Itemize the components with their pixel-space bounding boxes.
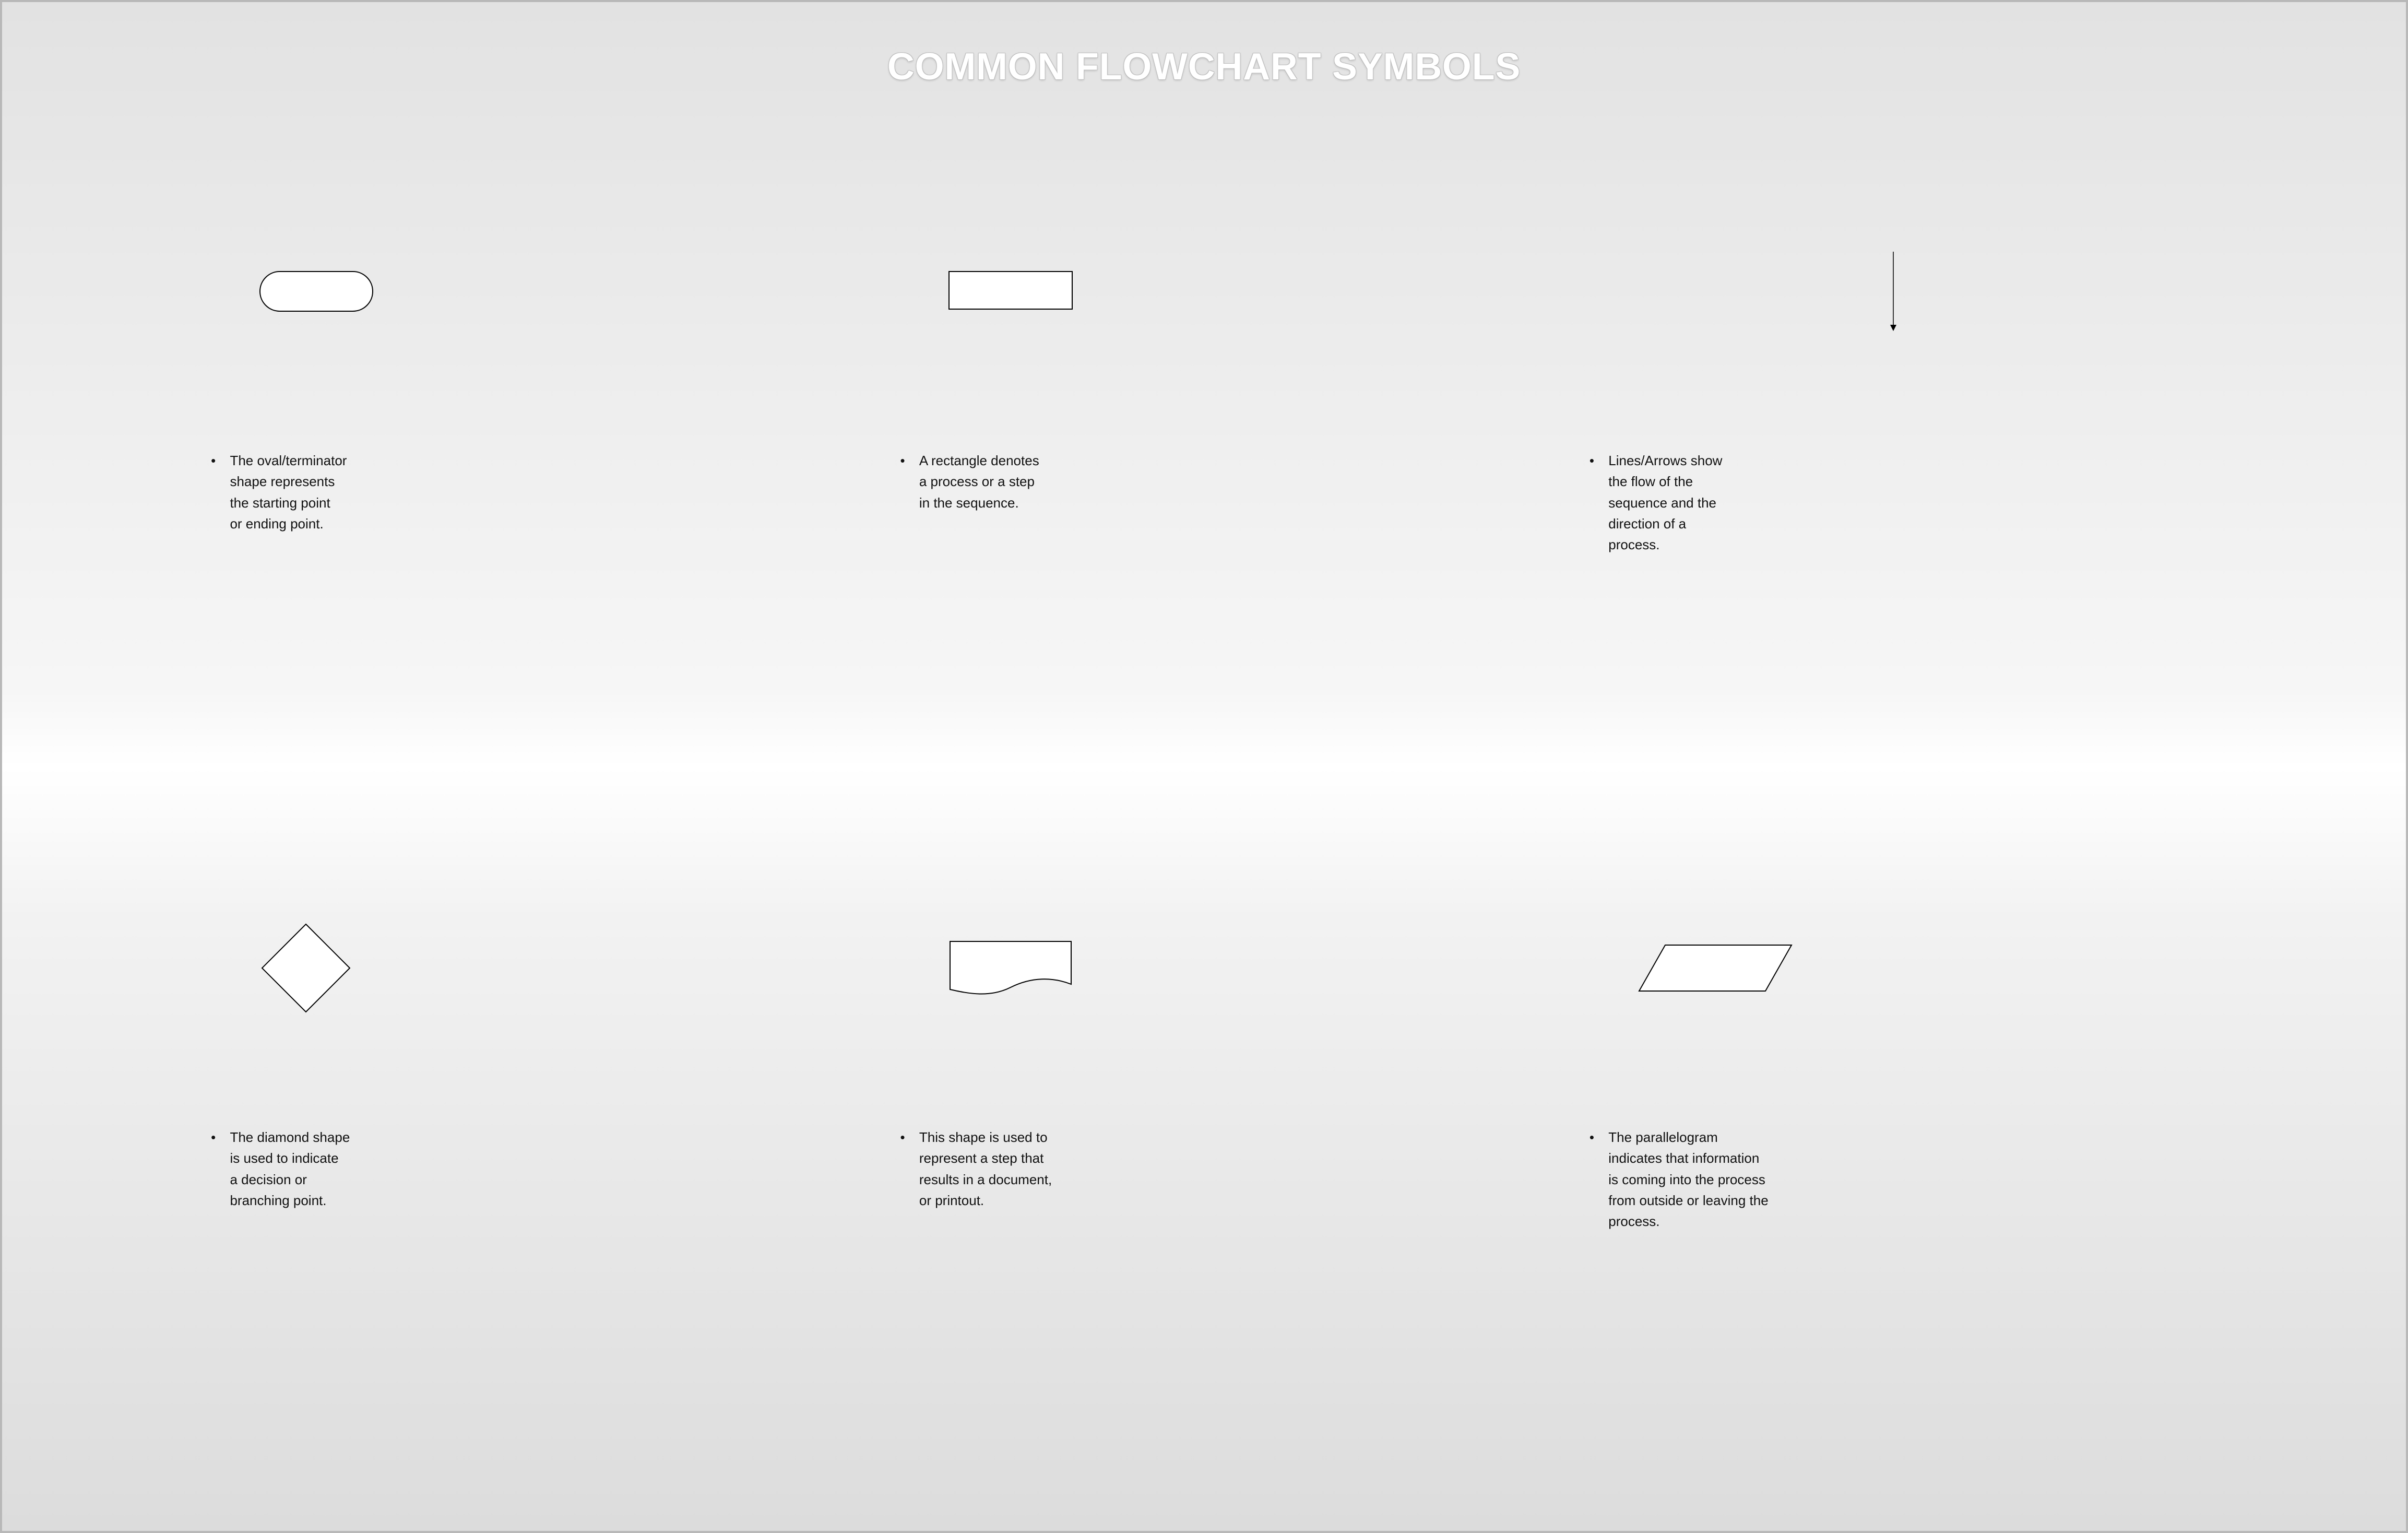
desc-process-text: A rectangle denotes a process or a step … bbox=[919, 450, 1497, 513]
shape-decision bbox=[210, 821, 820, 1114]
desc-document: This shape is used to represent a step t… bbox=[899, 1115, 1509, 1211]
desc-io: The parallelogram indicates that informa… bbox=[1588, 1115, 2198, 1232]
desc-process: A rectangle denotes a process or a step … bbox=[899, 438, 1509, 513]
desc-terminator: The oval/terminator shape represents the… bbox=[210, 438, 820, 535]
desc-flowline: Lines/Arrows show the flow of the sequen… bbox=[1588, 438, 2198, 556]
desc-terminator-text: The oval/terminator shape represents the… bbox=[230, 450, 807, 534]
symbol-flowline: Lines/Arrows show the flow of the sequen… bbox=[1588, 145, 2198, 782]
symbol-document: This shape is used to represent a step t… bbox=[899, 821, 1509, 1458]
desc-decision: The diamond shape is used to indicate a … bbox=[210, 1115, 820, 1211]
arrow-icon bbox=[1883, 250, 1904, 333]
desc-io-text: The parallelogram indicates that informa… bbox=[1608, 1127, 2186, 1232]
infographic-canvas: COMMON FLOWCHART SYMBOLS The oval/termin… bbox=[0, 0, 2408, 1533]
shape-process bbox=[899, 145, 1509, 438]
process-icon bbox=[948, 270, 1073, 312]
shape-flowline bbox=[1588, 145, 2198, 438]
page-title: COMMON FLOWCHART SYMBOLS bbox=[74, 45, 2333, 88]
desc-decision-text: The diamond shape is used to indicate a … bbox=[230, 1127, 807, 1211]
symbol-process: A rectangle denotes a process or a step … bbox=[899, 145, 1509, 782]
document-icon bbox=[948, 939, 1073, 997]
shape-document bbox=[899, 821, 1509, 1114]
parallelogram-icon bbox=[1637, 942, 1794, 994]
symbol-grid: The oval/terminator shape represents the… bbox=[74, 145, 2333, 1458]
symbol-decision: The diamond shape is used to indicate a … bbox=[210, 821, 820, 1458]
shape-io bbox=[1588, 821, 2198, 1114]
symbol-terminator: The oval/terminator shape represents the… bbox=[210, 145, 820, 782]
desc-flowline-text: Lines/Arrows show the flow of the sequen… bbox=[1608, 450, 2186, 555]
symbol-io: The parallelogram indicates that informa… bbox=[1588, 821, 2198, 1458]
diamond-icon bbox=[259, 921, 353, 1015]
desc-document-text: This shape is used to represent a step t… bbox=[919, 1127, 1497, 1211]
shape-terminator bbox=[210, 145, 820, 438]
terminator-icon bbox=[259, 270, 374, 312]
